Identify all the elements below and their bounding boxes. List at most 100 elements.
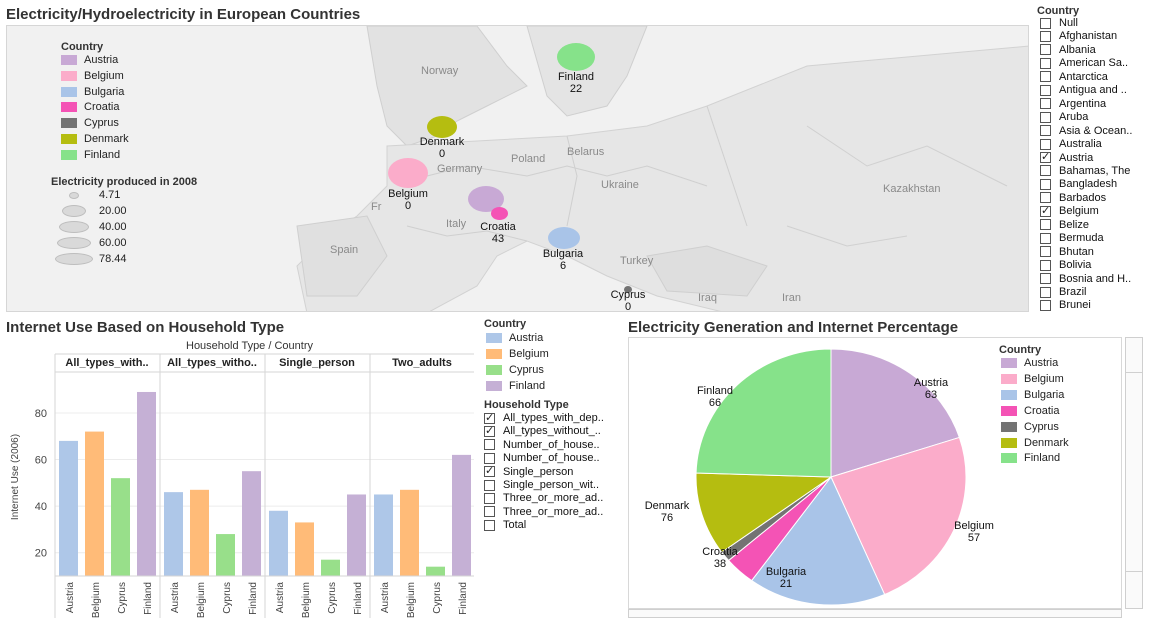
scrollbar-thumb[interactable] bbox=[1126, 372, 1142, 572]
checkbox[interactable] bbox=[484, 506, 495, 518]
pie-legend-item[interactable]: Croatia bbox=[1001, 405, 1059, 417]
bar[interactable] bbox=[85, 431, 104, 576]
country-filter-item[interactable]: Bermuda bbox=[1040, 232, 1104, 244]
household-filter-item[interactable]: Single_person bbox=[484, 464, 573, 478]
map-legend-item[interactable]: Cyprus bbox=[61, 117, 119, 129]
europe-map[interactable]: Norway Poland Belarus Germany Ukraine Ka… bbox=[6, 25, 1029, 312]
pie-legend-item[interactable]: Finland bbox=[1001, 452, 1060, 464]
country-filter-item[interactable]: Antarctica bbox=[1040, 71, 1108, 83]
bar[interactable] bbox=[347, 494, 366, 576]
country-filter-item[interactable]: Albania bbox=[1040, 44, 1096, 56]
pie-slice[interactable] bbox=[830, 436, 967, 596]
bar[interactable] bbox=[269, 510, 288, 576]
checkbox[interactable] bbox=[1040, 57, 1051, 69]
bar[interactable] bbox=[426, 566, 445, 576]
checkbox[interactable] bbox=[1040, 71, 1051, 83]
bar[interactable] bbox=[190, 489, 209, 576]
household-filter-item[interactable]: Number_of_house.. bbox=[484, 439, 600, 451]
bar[interactable] bbox=[164, 492, 183, 576]
household-filter-item[interactable]: Single_person_wit.. bbox=[484, 479, 599, 491]
bar-legend-item[interactable]: Cyprus bbox=[486, 364, 544, 376]
checkbox[interactable] bbox=[1040, 246, 1051, 258]
household-filter-item[interactable]: Total bbox=[484, 519, 526, 531]
checkbox[interactable] bbox=[484, 479, 495, 491]
country-filter-item[interactable]: Bolivia bbox=[1040, 259, 1091, 271]
checkbox[interactable] bbox=[1040, 30, 1051, 42]
country-filter-item[interactable]: Antigua and .. bbox=[1040, 84, 1127, 96]
bar[interactable] bbox=[295, 522, 314, 576]
checkbox[interactable] bbox=[1040, 219, 1051, 231]
pie-scrollbar[interactable] bbox=[1125, 337, 1143, 609]
bar[interactable] bbox=[374, 494, 393, 576]
country-filter-item[interactable]: Brazil bbox=[1040, 286, 1087, 298]
country-filter-item[interactable]: Argentina bbox=[1040, 98, 1106, 110]
pie-slice[interactable] bbox=[695, 348, 832, 478]
country-filter-item[interactable]: Austria bbox=[1040, 150, 1093, 164]
checkbox[interactable] bbox=[1040, 98, 1051, 110]
household-filter-item[interactable]: All_types_without_.. bbox=[484, 424, 601, 437]
pie-legend-item[interactable]: Denmark bbox=[1001, 437, 1069, 449]
country-filter-item[interactable]: Bangladesh bbox=[1040, 178, 1117, 190]
household-filter-item[interactable]: All_types_with_dep.. bbox=[484, 411, 604, 424]
bubble-cyprus[interactable] bbox=[624, 286, 632, 293]
bar[interactable] bbox=[111, 478, 130, 576]
pie-legend-item[interactable]: Bulgaria bbox=[1001, 389, 1064, 401]
checkbox[interactable] bbox=[1040, 192, 1051, 204]
map-legend-item[interactable]: Croatia bbox=[61, 101, 119, 113]
checkbox[interactable] bbox=[1040, 204, 1051, 217]
pie-legend-item[interactable]: Austria bbox=[1001, 357, 1058, 369]
checkbox[interactable] bbox=[1040, 138, 1051, 150]
bubble-denmark[interactable] bbox=[427, 116, 457, 138]
bubble-belgium[interactable] bbox=[388, 158, 428, 188]
checkbox[interactable] bbox=[484, 411, 495, 424]
checkbox[interactable] bbox=[1040, 259, 1051, 271]
checkbox[interactable] bbox=[1040, 232, 1051, 244]
bar[interactable] bbox=[400, 489, 419, 576]
checkbox[interactable] bbox=[484, 452, 495, 464]
checkbox[interactable] bbox=[484, 424, 495, 437]
country-filter-item[interactable]: Belgium bbox=[1040, 204, 1099, 217]
bar[interactable] bbox=[216, 534, 235, 576]
bar[interactable] bbox=[242, 471, 261, 576]
bubble-croatia[interactable] bbox=[491, 207, 508, 220]
country-filter-item[interactable]: Aruba bbox=[1040, 111, 1088, 123]
checkbox[interactable] bbox=[1040, 299, 1051, 311]
checkbox[interactable] bbox=[1040, 84, 1051, 96]
country-filter-item[interactable]: Bhutan bbox=[1040, 246, 1094, 258]
bar-chart[interactable]: Internet Use (2006) 20 40 60 80 All_types_wit… bbox=[0, 350, 475, 618]
pie-chart[interactable]: Austria63Belgium57Bulgaria21Croatia38Den… bbox=[628, 337, 1122, 609]
map-legend-item[interactable]: Denmark bbox=[61, 133, 129, 145]
map-legend-item[interactable]: Belgium bbox=[61, 70, 124, 82]
household-filter-item[interactable]: Three_or_more_ad.. bbox=[484, 506, 603, 518]
checkbox[interactable] bbox=[1040, 17, 1051, 29]
map-legend-item[interactable]: Bulgaria bbox=[61, 86, 124, 98]
bar[interactable] bbox=[59, 440, 78, 576]
country-filter-item[interactable]: Belize bbox=[1040, 219, 1089, 231]
pie-slice[interactable] bbox=[695, 472, 833, 553]
bar-legend-item[interactable]: Belgium bbox=[486, 348, 549, 360]
checkbox[interactable] bbox=[1040, 286, 1051, 298]
checkbox[interactable] bbox=[1040, 178, 1051, 190]
pie-slice[interactable] bbox=[750, 476, 886, 606]
bubble-finland[interactable] bbox=[557, 43, 595, 71]
bubble-bulgaria[interactable] bbox=[548, 227, 580, 249]
country-filter-item[interactable]: Brunei bbox=[1040, 299, 1091, 311]
checkbox[interactable] bbox=[1040, 111, 1051, 123]
checkbox[interactable] bbox=[484, 439, 495, 451]
country-filter-item[interactable]: Null bbox=[1040, 17, 1078, 29]
household-filter-item[interactable]: Number_of_house.. bbox=[484, 452, 600, 464]
bar-legend-item[interactable]: Finland bbox=[486, 380, 545, 392]
country-filter-item[interactable]: Asia & Ocean.. bbox=[1040, 125, 1132, 137]
map-legend-item[interactable]: Austria bbox=[61, 54, 118, 66]
checkbox[interactable] bbox=[1040, 165, 1051, 177]
household-filter-item[interactable]: Three_or_more_ad.. bbox=[484, 492, 603, 504]
country-filter-item[interactable]: American Sa.. bbox=[1040, 57, 1128, 69]
checkbox[interactable] bbox=[1040, 125, 1051, 137]
checkbox[interactable] bbox=[484, 492, 495, 504]
map-legend-item[interactable]: Finland bbox=[61, 149, 120, 161]
pie-horizontal-scrollbar[interactable] bbox=[628, 609, 1122, 618]
country-filter-item[interactable]: Bahamas, The bbox=[1040, 165, 1130, 177]
checkbox[interactable] bbox=[484, 464, 495, 478]
bar[interactable] bbox=[137, 391, 156, 576]
country-filter-item[interactable]: Barbados bbox=[1040, 192, 1106, 204]
